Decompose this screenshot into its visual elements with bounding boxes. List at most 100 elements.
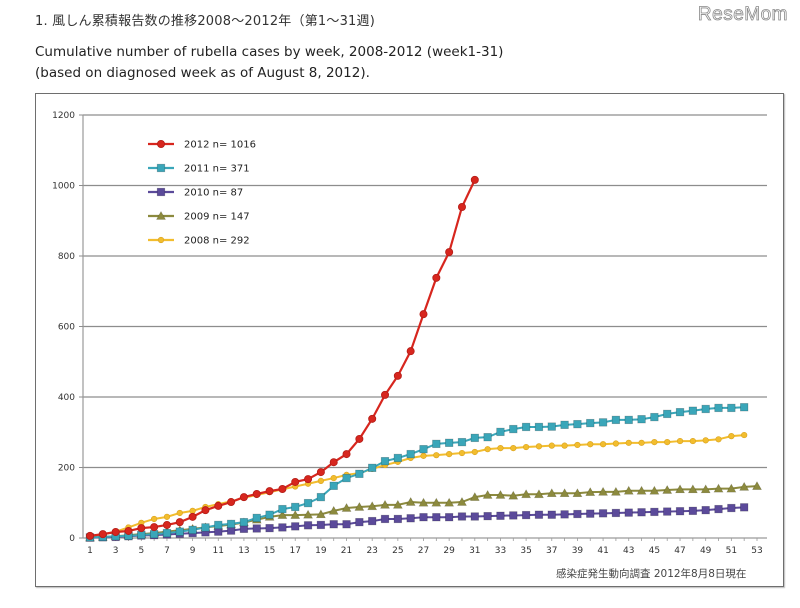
x-tick-label: 21 [341, 546, 352, 556]
data-point-2011 [329, 481, 338, 490]
x-tick-label: 33 [495, 546, 506, 556]
data-point-2009 [482, 489, 493, 499]
data-point-2009 [739, 481, 750, 491]
data-point-2010 [573, 509, 582, 519]
data-point-2008 [163, 513, 171, 520]
data-point-2010 [675, 507, 685, 516]
data-point-2008 [151, 515, 158, 523]
data-point-2011 [534, 422, 544, 432]
legend-marker-2009 [155, 210, 167, 220]
x-tick-label: 19 [315, 546, 327, 556]
data-point-2011 [137, 530, 146, 539]
data-point-2009 [508, 490, 519, 500]
legend-marker-2011 [156, 163, 166, 173]
data-point-2010 [342, 520, 351, 529]
legend: 2012 n= 1016 2011 n= 371 2010 n= 87 2009 n=… [148, 140, 256, 247]
data-point-2009 [469, 491, 480, 501]
series-line-2012 [89, 179, 476, 537]
x-tick-label: 45 [649, 546, 660, 556]
data-point-2011 [432, 439, 441, 449]
data-point-2011 [419, 445, 428, 454]
data-point-2011 [303, 498, 313, 508]
data-point-2010 [701, 506, 710, 515]
source-note: 感染症発生動向調査 2012年8月8日現在 [556, 568, 747, 580]
data-point-2009 [521, 489, 532, 499]
data-point-2008 [510, 445, 517, 452]
data-point-2009 [585, 487, 596, 496]
data-point-2008 [741, 431, 748, 439]
data-point-2009 [546, 488, 557, 498]
data-point-2009 [367, 501, 378, 511]
data-point-2012 [227, 498, 236, 507]
data-point-2011 [278, 504, 287, 514]
data-point-2009 [662, 484, 673, 494]
data-point-2010 [457, 512, 467, 521]
data-point-2010 [547, 510, 556, 519]
data-point-2008 [702, 437, 709, 444]
chart-title-line2: (based on diagnosed week as of August 8,… [35, 65, 370, 81]
data-point-2010 [380, 514, 390, 524]
data-point-2010 [406, 514, 415, 523]
data-point-2012 [342, 450, 351, 459]
data-point-2011 [162, 528, 172, 538]
data-point-2010 [355, 517, 364, 527]
data-point-2011 [226, 519, 236, 529]
data-point-2011 [291, 502, 300, 512]
data-point-2010 [586, 509, 595, 518]
data-point-2009 [687, 484, 698, 494]
x-tick-label: 5 [138, 546, 144, 556]
x-tick-label: 47 [674, 546, 685, 556]
data-point-2010 [650, 507, 659, 517]
data-point-2012 [368, 414, 377, 423]
data-point-2008 [176, 509, 183, 517]
data-point-2008 [535, 443, 543, 450]
data-point-2009 [392, 499, 403, 509]
data-point-2011 [496, 427, 505, 437]
data-point-2009 [610, 486, 621, 496]
data-point-2011 [380, 457, 390, 466]
x-tick-label: 27 [418, 546, 429, 556]
data-point-2008 [638, 439, 645, 446]
data-point-2008 [574, 441, 581, 449]
data-point-2008 [728, 433, 735, 440]
data-point-2011 [445, 438, 454, 447]
y-tick-label: 600 [58, 323, 75, 333]
data-point-2010 [560, 510, 569, 519]
data-point-2009 [572, 488, 583, 498]
y-tick-label: 200 [58, 464, 75, 474]
data-point-2011 [368, 463, 377, 473]
x-tick-label: 17 [290, 546, 301, 556]
data-point-2008 [548, 442, 555, 449]
data-point-2012 [111, 528, 120, 537]
data-point-2010 [316, 520, 326, 530]
y-tick-label: 0 [69, 534, 75, 544]
data-point-2009 [649, 485, 660, 495]
data-point-2008 [676, 437, 684, 445]
data-point-2010 [714, 504, 723, 514]
data-point-2012 [150, 523, 159, 532]
data-point-2010 [470, 512, 479, 521]
data-point-2010 [483, 511, 492, 521]
data-point-2009 [444, 497, 455, 507]
data-point-2011 [175, 527, 184, 536]
data-point-2009 [328, 505, 339, 515]
data-point-2010 [637, 508, 646, 517]
data-point-2011 [265, 510, 274, 519]
data-point-2011 [560, 420, 569, 429]
data-point-2010 [393, 514, 402, 524]
legend-item-2012: 2012 n= 1016 [148, 140, 256, 151]
data-point-2010 [611, 508, 621, 518]
data-point-2008 [420, 452, 427, 459]
data-point-2010 [368, 516, 377, 526]
data-point-2011 [701, 404, 710, 414]
data-point-2008 [715, 436, 722, 443]
data-point-2008 [446, 451, 453, 458]
data-point-2010 [496, 511, 505, 520]
y-axis-ticks: 0 200 400 600 800 1000 1200 [52, 111, 83, 544]
data-point-2011 [650, 412, 659, 422]
data-point-2011 [214, 520, 223, 530]
x-tick-label: 43 [623, 546, 634, 556]
data-point-2008 [330, 474, 337, 482]
legend-item-2010: 2010 n= 87 [148, 188, 243, 199]
data-point-2008 [587, 441, 594, 448]
